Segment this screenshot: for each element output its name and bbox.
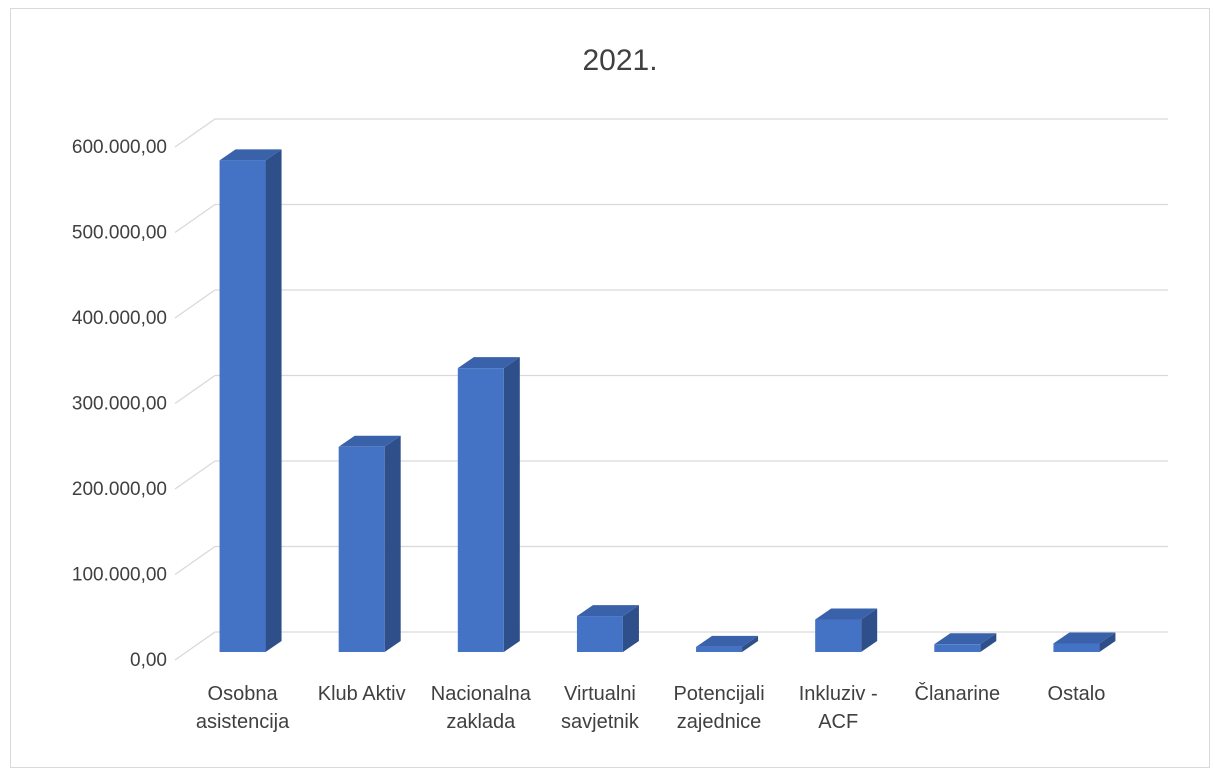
bar-chart: 2021. 0,00 100.000,00 200.000,00 300.000,00…: [72, 44, 1168, 733]
x-tick-label-line: Osobna: [208, 683, 279, 705]
x-tick-label-line: savjetnik: [561, 711, 640, 733]
y-tick-label: 500.000,00: [72, 223, 167, 244]
x-axis-labels: Osobna asistencija Klub Aktiv Nacionalna zak…: [196, 682, 1105, 733]
x-tick-label-line: Inkluziv -: [799, 683, 878, 705]
x-tick-label-line: Članarine: [915, 682, 1001, 705]
y-tick-label: 600.000,00: [72, 137, 167, 158]
gridline: [174, 374, 1168, 405]
bar: [1053, 632, 1116, 652]
x-tick-label: Potencijali zajednice: [673, 683, 764, 733]
bar-side: [622, 605, 639, 652]
bar-front: [815, 619, 862, 652]
y-tick-label: 100.000,00: [72, 565, 167, 586]
bar: [934, 633, 997, 652]
bar: [457, 357, 520, 652]
x-tick-label: Virtualni savjetnik: [561, 683, 640, 733]
x-tick-label-line: ACF: [818, 711, 858, 733]
bar-top: [934, 633, 997, 645]
gridlines: [174, 118, 1168, 661]
x-tick-label: Nacionalna zaklada: [431, 683, 532, 733]
bar-top: [576, 605, 639, 617]
bar: [219, 149, 282, 652]
bar: [815, 608, 878, 652]
y-tick-label: 0,00: [130, 650, 167, 671]
x-tick-label: Članarine: [915, 682, 1001, 705]
x-tick-label-line: zajednice: [677, 711, 762, 733]
bar-top: [457, 357, 520, 369]
y-tick-label: 300.000,00: [72, 394, 167, 415]
x-tick-label: Ostalo: [1048, 683, 1106, 705]
bar-top: [219, 149, 282, 161]
bar-front: [219, 160, 266, 652]
bar-top: [1053, 632, 1116, 644]
bar-side: [503, 357, 520, 652]
bar-front: [576, 616, 623, 652]
x-tick-label-line: Ostalo: [1048, 683, 1106, 705]
bar-front: [934, 644, 981, 652]
y-tick-label: 400.000,00: [72, 308, 167, 329]
bar-side: [1099, 632, 1116, 652]
chart-title: 2021.: [582, 44, 657, 77]
gridline: [174, 289, 1168, 319]
x-tick-label-line: Potencijali: [673, 683, 764, 705]
bar-side: [265, 149, 282, 652]
bar-side: [861, 608, 878, 652]
x-tick-label: Klub Aktiv: [318, 683, 406, 705]
gridline: [174, 203, 1168, 234]
bar-top: [815, 608, 878, 620]
bar-front: [457, 368, 504, 652]
x-tick-label-line: Klub Aktiv: [318, 683, 406, 705]
bar-front: [696, 646, 743, 652]
x-tick-label-line: asistencija: [196, 711, 290, 733]
y-tick-label: 200.000,00: [72, 479, 167, 500]
gridline: [174, 545, 1168, 576]
bar: [576, 605, 639, 652]
bar-side: [384, 435, 401, 652]
x-tick-label: Inkluziv - ACF: [799, 683, 878, 733]
x-tick-label-line: zaklada: [446, 711, 516, 733]
bar-top: [696, 635, 759, 647]
x-tick-label: Osobna asistencija: [196, 683, 290, 733]
bar-side: [742, 635, 759, 652]
bar: [696, 635, 759, 652]
bar-side: [980, 633, 997, 652]
x-tick-label-line: Nacionalna: [431, 683, 532, 705]
gridline: [174, 460, 1168, 490]
bar-top: [338, 435, 401, 447]
gridline: [174, 118, 1168, 148]
y-axis-ticks: 0,00 100.000,00 200.000,00 300.000,00 400.00…: [72, 137, 167, 671]
gridline: [174, 631, 1168, 661]
x-tick-label-line: Virtualni: [564, 683, 636, 705]
bar-front: [338, 446, 385, 652]
bars: [219, 149, 1116, 652]
bar-front: [1053, 643, 1100, 652]
bar: [338, 435, 401, 652]
